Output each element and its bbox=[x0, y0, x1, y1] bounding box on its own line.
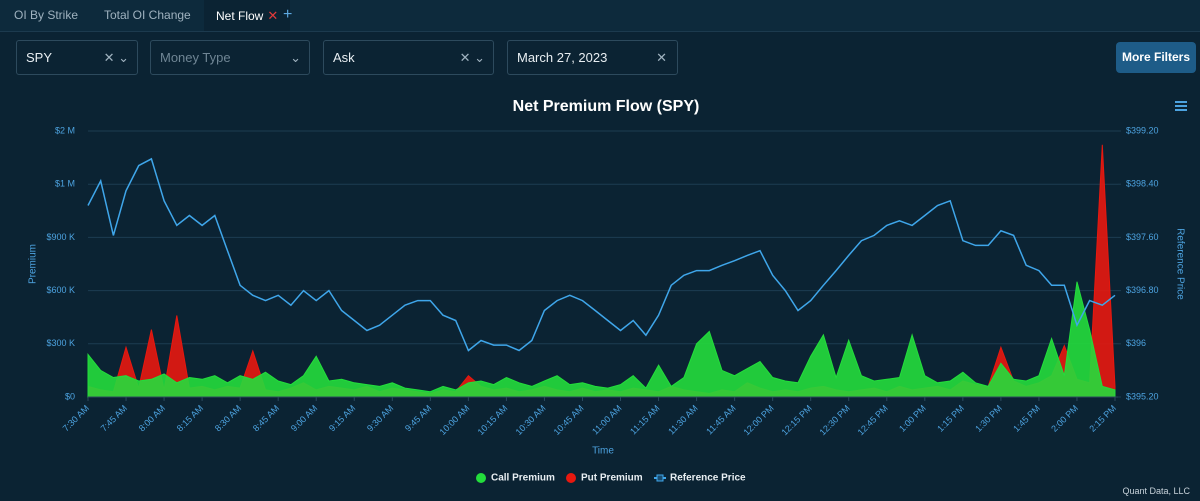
legend-marker bbox=[566, 473, 576, 483]
x-tick-label: 2:00 PM bbox=[1049, 403, 1080, 434]
add-tab[interactable]: + bbox=[283, 6, 293, 23]
x-tick-label: 10:45 AM bbox=[552, 403, 586, 437]
x-tick-label: 8:00 AM bbox=[137, 403, 167, 433]
select-icons: ⌄ bbox=[290, 50, 301, 65]
x-tick-label: 10:15 AM bbox=[476, 403, 510, 437]
x-tick-label: 7:30 AM bbox=[61, 403, 91, 433]
tab[interactable]: Total OI Change bbox=[92, 0, 203, 31]
x-axis-title: Time bbox=[592, 446, 614, 457]
select-value: Ask bbox=[333, 50, 355, 65]
x-tick-label: 12:00 PM bbox=[741, 403, 775, 437]
legend-marker bbox=[656, 474, 664, 482]
x-tick-label: 9:30 AM bbox=[365, 403, 395, 433]
date-value: March 27, 2023 bbox=[517, 50, 608, 65]
legend-marker bbox=[476, 473, 486, 483]
x-tick-label: 9:45 AM bbox=[403, 403, 433, 433]
tab-label: Net Flow bbox=[216, 9, 264, 23]
date-input[interactable]: March 27, 2023 ✕ bbox=[507, 40, 678, 75]
legend-label: Put Premium bbox=[581, 473, 643, 484]
y2-tick-label: $396 bbox=[1126, 338, 1146, 348]
close-icon[interactable]: ✕ bbox=[267, 8, 279, 23]
select-icons: ✕ ⌄ bbox=[459, 50, 485, 65]
x-tick-label: 8:15 AM bbox=[175, 403, 205, 433]
x-tick-label: 1:15 PM bbox=[935, 403, 966, 434]
legend-item[interactable]: Call Premium bbox=[476, 473, 555, 484]
select-value: SPY bbox=[26, 50, 53, 65]
y2-axis-title: Reference Price bbox=[1174, 228, 1185, 300]
x-tick-label: 1:00 PM bbox=[897, 403, 928, 434]
tab-label: OI By Strike bbox=[14, 8, 79, 22]
select-icons: ✕ ⌄ bbox=[103, 50, 129, 65]
x-tick-label: 1:30 PM bbox=[973, 403, 1004, 434]
x-tick-label: 11:15 AM bbox=[628, 403, 661, 436]
legend-item[interactable]: Put Premium bbox=[566, 473, 643, 484]
side-select[interactable]: Ask ✕ ⌄ bbox=[323, 40, 494, 75]
credit: Quant Data, LLC bbox=[1122, 486, 1190, 496]
x-tick-label: 10:30 AM bbox=[514, 403, 548, 437]
x-tick-label: 12:30 PM bbox=[818, 403, 852, 437]
x-tick-label: 9:15 AM bbox=[327, 403, 357, 433]
money-type-select[interactable]: Money Type ⌄ bbox=[150, 40, 310, 75]
tab[interactable]: Net Flow ✕ bbox=[204, 0, 291, 31]
legend-label: Call Premium bbox=[491, 473, 555, 484]
y-tick-label: $2 M bbox=[55, 125, 75, 135]
y-tick-label: $900 K bbox=[46, 232, 75, 242]
menu-bar bbox=[1175, 105, 1187, 107]
x-tick-label: 11:00 AM bbox=[590, 403, 623, 436]
y-axis-title: Premium bbox=[28, 244, 39, 284]
menu-bar bbox=[1175, 101, 1187, 103]
chart-title: Net Premium Flow (SPY) bbox=[513, 98, 700, 115]
select-placeholder: Money Type bbox=[160, 50, 231, 65]
y2-tick-label: $399.20 bbox=[1126, 125, 1159, 135]
tab-label: Total OI Change bbox=[104, 8, 191, 22]
more-filters-button[interactable]: More Filters bbox=[1116, 42, 1196, 73]
x-tick-label: 2:15 PM bbox=[1087, 403, 1118, 434]
y-tick-label: $0 bbox=[65, 391, 75, 401]
y2-tick-label: $396.80 bbox=[1126, 285, 1159, 295]
legend-item[interactable]: Reference Price bbox=[654, 473, 746, 484]
x-tick-label: 10:00 AM bbox=[438, 403, 472, 437]
menu-bar bbox=[1175, 109, 1187, 111]
y-tick-label: $600 K bbox=[46, 285, 75, 295]
x-tick-label: 11:45 AM bbox=[704, 403, 737, 436]
tab[interactable]: OI By Strike bbox=[2, 0, 90, 31]
x-tick-label: 1:45 PM bbox=[1011, 403, 1042, 434]
symbol-select[interactable]: SPY ✕ ⌄ bbox=[16, 40, 138, 75]
area bbox=[87, 281, 1116, 398]
x-tick-label: 7:45 AM bbox=[99, 403, 129, 433]
legend-label: Reference Price bbox=[670, 473, 746, 484]
y2-tick-label: $395.20 bbox=[1126, 391, 1159, 401]
line bbox=[87, 157, 1116, 352]
y-tick-label: $1 M bbox=[55, 179, 75, 189]
menu-icon[interactable] bbox=[1175, 101, 1187, 111]
y2-tick-label: $398.40 bbox=[1126, 179, 1159, 189]
x-tick-label: 11:30 AM bbox=[666, 403, 699, 436]
x-tick-label: 8:30 AM bbox=[213, 403, 243, 433]
area bbox=[87, 144, 1116, 398]
button-label: More Filters bbox=[1121, 50, 1190, 64]
x-tick-label: 12:15 PM bbox=[779, 403, 813, 437]
clear-icon: ✕ bbox=[656, 50, 667, 65]
x-tick-label: 8:45 AM bbox=[251, 403, 281, 433]
x-tick-label: 12:45 PM bbox=[856, 403, 890, 437]
tab-bar: OI By Strike Total OI Change Net Flow ✕ + bbox=[0, 0, 1200, 32]
y-tick-label: $300 K bbox=[46, 338, 75, 348]
x-tick-label: 9:00 AM bbox=[289, 403, 319, 433]
y2-tick-label: $397.60 bbox=[1126, 232, 1159, 242]
